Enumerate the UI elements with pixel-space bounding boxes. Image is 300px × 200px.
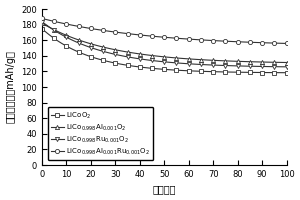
LiCo$_{0.998}$Al$_{0.001}$O$_2$ [212,59,215,62]
LiCoO$_2$ [212,70,215,73]
LiCo$_{0.998}$Ru$_{0.001}$O$_2$ [153,60,156,62]
LiCoO$_2$ [57,40,61,43]
LiCo$_{0.998}$Ru$_{0.001}$O$_2$ [212,64,215,66]
LiCo$_{0.998}$Al$_{0.001}$Ru$_{0.001}$O$_2$ [101,29,105,32]
LiCo$_{0.998}$Ru$_{0.001}$O$_2$ [285,66,288,68]
LiCo$_{0.998}$Al$_{0.001}$O$_2$ [57,31,61,33]
LiCo$_{0.998}$Al$_{0.001}$Ru$_{0.001}$O$_2$ [212,39,215,42]
LiCo$_{0.998}$Al$_{0.001}$Ru$_{0.001}$O$_2$ [224,40,227,42]
Line: LiCo$_{0.998}$Al$_{0.001}$O$_2$: LiCo$_{0.998}$Al$_{0.001}$O$_2$ [40,21,289,65]
LiCo$_{0.998}$Ru$_{0.001}$O$_2$ [224,64,227,67]
Y-axis label: 放电比容量（mAh/g）: 放电比容量（mAh/g） [6,51,16,123]
LiCo$_{0.998}$Al$_{0.001}$Ru$_{0.001}$O$_2$ [57,21,61,24]
LiCoO$_2$ [187,70,190,72]
LiCo$_{0.998}$Al$_{0.001}$O$_2$ [224,60,227,62]
LiCo$_{0.998}$Ru$_{0.001}$O$_2$ [40,20,44,23]
LiCo$_{0.998}$Al$_{0.001}$Ru$_{0.001}$O$_2$ [153,35,156,38]
Legend: LiCoO$_2$, LiCo$_{0.998}$Al$_{0.001}$O$_2$, LiCo$_{0.998}$Ru$_{0.001}$O$_2$, LiC: LiCoO$_2$, LiCo$_{0.998}$Al$_{0.001}$O$_… [48,107,154,160]
Line: LiCo$_{0.998}$Ru$_{0.001}$O$_2$: LiCo$_{0.998}$Ru$_{0.001}$O$_2$ [40,19,289,69]
LiCo$_{0.998}$Al$_{0.001}$Ru$_{0.001}$O$_2$ [187,38,190,40]
LiCoO$_2$ [224,71,227,73]
Line: LiCo$_{0.998}$Al$_{0.001}$Ru$_{0.001}$O$_2$: LiCo$_{0.998}$Al$_{0.001}$Ru$_{0.001}$O$… [40,16,289,46]
LiCoO$_2$ [285,72,288,74]
LiCo$_{0.998}$Al$_{0.001}$Ru$_{0.001}$O$_2$ [40,17,44,20]
LiCo$_{0.998}$Al$_{0.001}$Ru$_{0.001}$O$_2$ [285,42,288,45]
Line: LiCoO$_2$: LiCoO$_2$ [40,26,289,75]
LiCo$_{0.998}$Al$_{0.001}$O$_2$ [153,55,156,57]
X-axis label: 循环序号: 循环序号 [152,184,176,194]
LiCo$_{0.998}$Al$_{0.001}$O$_2$ [101,46,105,48]
LiCoO$_2$ [153,67,156,70]
LiCo$_{0.998}$Ru$_{0.001}$O$_2$ [101,50,105,53]
LiCo$_{0.998}$Ru$_{0.001}$O$_2$ [187,63,190,65]
LiCo$_{0.998}$Al$_{0.001}$O$_2$ [40,22,44,24]
LiCoO$_2$ [40,27,44,30]
LiCo$_{0.998}$Ru$_{0.001}$O$_2$ [57,32,61,34]
LiCo$_{0.998}$Al$_{0.001}$O$_2$ [285,61,288,64]
LiCo$_{0.998}$Al$_{0.001}$O$_2$ [187,58,190,60]
LiCoO$_2$ [101,59,105,61]
